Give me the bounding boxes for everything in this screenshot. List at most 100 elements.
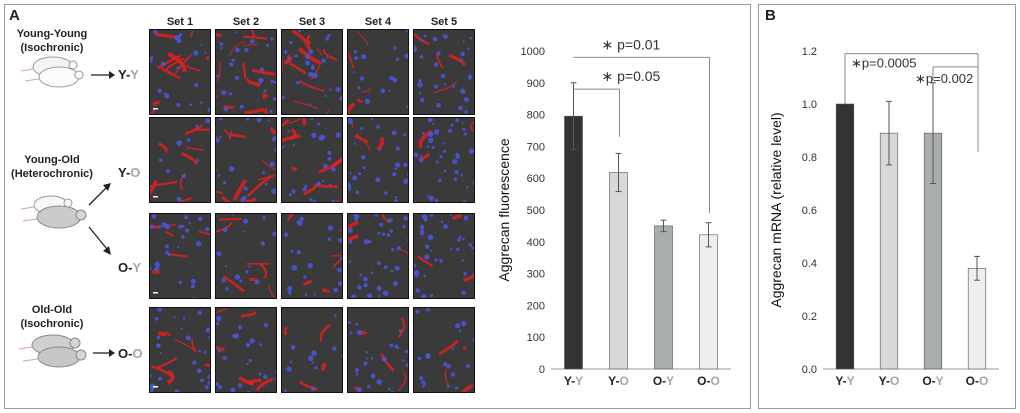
stain-nucleus [406, 105, 408, 109]
stain-nucleus [223, 181, 227, 185]
stain-nucleus [310, 66, 315, 71]
stain-nucleus [325, 37, 329, 41]
stain-nucleus [394, 162, 401, 168]
panel-a-label: A [9, 7, 20, 24]
stain-nucleus [419, 224, 425, 230]
stain-nucleus [473, 190, 474, 193]
micrograph-canvas [414, 118, 474, 202]
stain-nucleus [176, 38, 182, 44]
stain-nucleus [200, 391, 202, 392]
stain-nucleus [462, 40, 465, 43]
stain-nucleus [443, 224, 448, 229]
stain-nucleus [441, 73, 446, 79]
y-tick-label: 500 [527, 205, 545, 217]
scale-bar [153, 196, 158, 198]
micrograph-image [215, 29, 277, 115]
stain-nucleus [196, 158, 199, 162]
stain-nucleus [311, 350, 317, 356]
stain-nucleus [419, 54, 424, 59]
stain-fiber [218, 217, 242, 221]
significance-bracket [932, 66, 978, 81]
stain-nucleus [176, 66, 180, 70]
micrograph-canvas [216, 118, 276, 202]
significance-label: ∗p=0.0005 [851, 56, 917, 71]
stain-nucleus [248, 265, 251, 268]
micrograph-canvas [414, 30, 474, 114]
stain-nucleus [399, 329, 403, 333]
stain-nucleus [450, 248, 453, 251]
stain-nucleus [180, 235, 185, 239]
stain-nucleus [428, 195, 434, 202]
stain-nucleus [244, 47, 249, 52]
stain-fiber [348, 51, 355, 69]
stain-nucleus [154, 261, 161, 267]
stain-nucleus [453, 177, 458, 182]
stain-nucleus [290, 345, 296, 350]
stain-nucleus [223, 107, 228, 112]
bar [835, 103, 855, 370]
stain-nucleus [384, 265, 388, 269]
stain-nucleus [243, 230, 246, 233]
stain-nucleus [303, 275, 307, 279]
micrograph-canvas [282, 30, 342, 114]
stain-fiber [438, 339, 459, 356]
stain-nucleus [289, 41, 293, 45]
aggrecan-mrna-chart: Aggrecan mRNA (relative level) 0.0 0.2 0.4 0… [768, 46, 999, 388]
y-tick-label: 800 [527, 110, 545, 122]
stain-nucleus [216, 322, 220, 326]
stain-fiber [326, 109, 330, 114]
stain-nucleus [473, 273, 474, 277]
micrograph-image [149, 117, 211, 203]
stain-nucleus [361, 155, 366, 160]
stain-nucleus [287, 286, 293, 292]
micrograph-background [282, 30, 342, 114]
stain-nucleus [331, 199, 335, 202]
stain-nucleus [337, 267, 342, 273]
stain-nucleus [178, 33, 182, 38]
y-axis-label: Aggrecan mRNA (relative level) [768, 112, 784, 307]
stain-nucleus [249, 338, 255, 344]
stain-nucleus [362, 165, 366, 170]
stain-nucleus [271, 188, 276, 194]
stain-nucleus [310, 386, 315, 391]
stain-nucleus [377, 261, 381, 265]
stain-nucleus [309, 197, 313, 202]
y-tick-label: 600 [527, 173, 545, 185]
stain-nucleus [150, 58, 153, 63]
stain-fiber [152, 269, 160, 275]
stain-nucleus [432, 36, 438, 42]
stain-fiber [216, 308, 228, 314]
micrograph-background [282, 308, 342, 392]
micrograph-canvas [150, 30, 210, 114]
stain-nucleus [395, 57, 400, 62]
stain-nucleus [297, 30, 302, 32]
x-tick-label: O-Y [922, 374, 943, 388]
stain-nucleus [355, 215, 360, 219]
micrograph-canvas [348, 30, 408, 114]
stain-nucleus [327, 34, 331, 38]
stain-nucleus [467, 75, 472, 80]
x-tick-label: Y-Y [835, 374, 854, 388]
stain-nucleus [472, 179, 474, 185]
stain-nucleus [393, 46, 397, 50]
stain-nucleus [469, 36, 473, 40]
stain-nucleus [471, 246, 474, 250]
stain-nucleus [468, 148, 474, 154]
y-tick-label: 400 [527, 237, 545, 249]
stain-fiber [251, 30, 256, 38]
micrograph-image [149, 29, 211, 115]
x-tick-label: O-O [966, 374, 989, 388]
stain-nucleus [156, 335, 160, 340]
stain-nucleus [389, 343, 394, 348]
stain-nucleus [270, 37, 274, 41]
stain-nucleus [418, 79, 422, 83]
stain-nucleus [363, 276, 368, 282]
stain-nucleus [386, 233, 391, 237]
stain-nucleus [228, 166, 235, 172]
stain-nucleus [349, 331, 353, 335]
stain-nucleus [394, 167, 397, 171]
stain-nucleus [313, 293, 316, 296]
stain-nucleus [308, 355, 314, 362]
stain-nucleus [352, 71, 355, 74]
stain-nucleus [403, 178, 408, 185]
